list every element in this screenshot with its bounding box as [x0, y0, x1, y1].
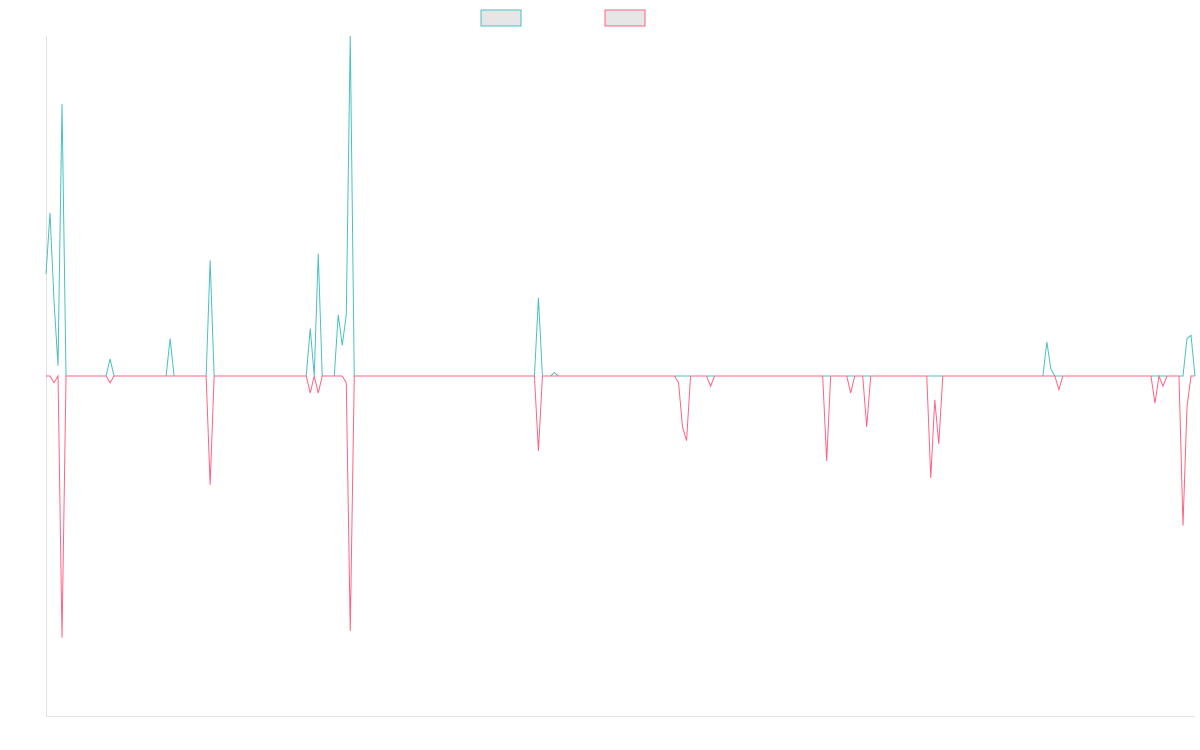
series-line-teal: [45, 35, 1196, 377]
series-line-pink: [46, 374, 1195, 638]
legend: [480, 9, 646, 27]
legend-swatch-teal[interactable]: [480, 9, 522, 27]
legend-swatch-pink[interactable]: [604, 9, 646, 27]
plot-area: [45, 35, 1196, 638]
